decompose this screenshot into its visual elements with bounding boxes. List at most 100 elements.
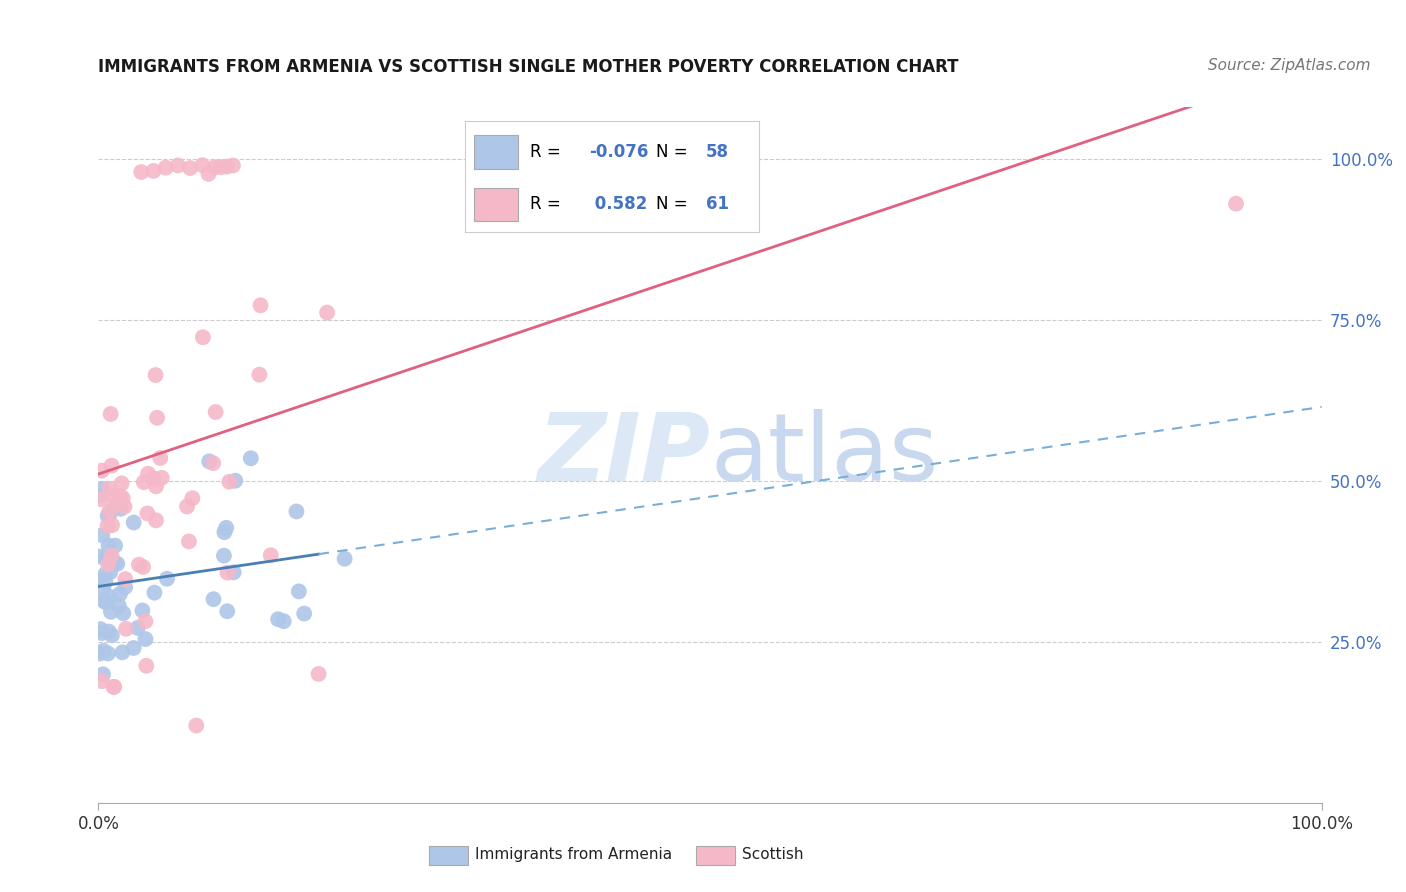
Point (149, 450, 172, 465)
Point (179, 161, 201, 175)
Point (90, 492, 112, 507)
Point (97, 508, 120, 523)
Point (134, 632, 156, 646)
Point (97, 647, 120, 661)
Point (209, 160, 232, 174)
Point (96, 518, 118, 533)
Point (186, 718, 208, 732)
Point (224, 474, 246, 488)
Point (107, 599, 129, 613)
Point (155, 161, 177, 175)
Point (103, 680, 125, 694)
Point (100, 605, 122, 619)
Point (97, 550, 120, 565)
Point (104, 539, 127, 553)
Point (97, 539, 120, 553)
Point (108, 489, 131, 503)
Point (249, 298, 271, 312)
Point (103, 680, 125, 694)
Text: Scottish: Scottish (742, 847, 804, 862)
Point (114, 580, 136, 594)
Point (288, 584, 311, 599)
Point (108, 587, 131, 601)
Point (94, 567, 117, 582)
Point (285, 504, 308, 518)
Point (89, 622, 111, 636)
Point (98, 504, 121, 518)
Point (93, 593, 115, 607)
Point (142, 471, 165, 485)
Point (114, 500, 136, 514)
Point (215, 521, 238, 535)
Point (247, 368, 270, 382)
Point (212, 549, 235, 563)
Point (90, 674, 112, 689)
Point (104, 556, 127, 570)
Point (94, 575, 117, 590)
Point (128, 558, 150, 572)
Point (98, 482, 121, 496)
Point (103, 490, 125, 504)
Point (98, 590, 121, 604)
Point (91, 667, 114, 681)
Point (93, 644, 115, 658)
Point (91, 582, 114, 596)
Point (198, 454, 221, 468)
Point (110, 501, 132, 516)
Point (97, 558, 120, 572)
Point (115, 622, 138, 636)
Point (97, 624, 120, 639)
Point (136, 467, 159, 481)
Point (127, 621, 149, 635)
Point (202, 456, 225, 470)
Point (202, 592, 225, 607)
Point (96, 550, 118, 565)
Point (122, 516, 145, 530)
Point (191, 158, 214, 172)
Point (89, 574, 111, 588)
Point (218, 475, 240, 489)
Point (191, 330, 214, 344)
Point (131, 603, 153, 617)
Point (111, 645, 134, 659)
Point (112, 606, 135, 620)
Point (142, 164, 165, 178)
Point (111, 476, 134, 491)
Point (134, 615, 156, 629)
Point (91, 482, 114, 496)
Point (104, 498, 127, 512)
Point (167, 158, 190, 172)
Point (260, 548, 283, 562)
Text: atlas: atlas (710, 409, 938, 501)
Point (156, 572, 179, 586)
Point (135, 658, 157, 673)
Point (136, 507, 159, 521)
Point (100, 458, 122, 473)
Point (145, 479, 167, 493)
Point (150, 471, 173, 485)
Point (1225, 196, 1247, 211)
Text: Source: ZipAtlas.com: Source: ZipAtlas.com (1208, 58, 1371, 73)
Point (217, 604, 239, 618)
Point (145, 368, 167, 383)
Point (267, 612, 290, 626)
Point (132, 560, 155, 574)
Point (96, 551, 118, 566)
Point (145, 513, 167, 527)
Point (129, 165, 152, 179)
Point (143, 585, 166, 599)
Point (98, 507, 121, 521)
Point (222, 566, 245, 580)
Point (98, 566, 121, 580)
Point (333, 551, 356, 566)
Point (239, 451, 262, 466)
Point (91, 528, 114, 542)
Point (197, 167, 219, 181)
Point (177, 534, 200, 549)
Point (146, 410, 169, 425)
Point (111, 491, 134, 505)
Point (204, 405, 226, 419)
Point (89, 549, 111, 564)
Point (89, 488, 111, 502)
Text: ZIP: ZIP (537, 409, 710, 501)
